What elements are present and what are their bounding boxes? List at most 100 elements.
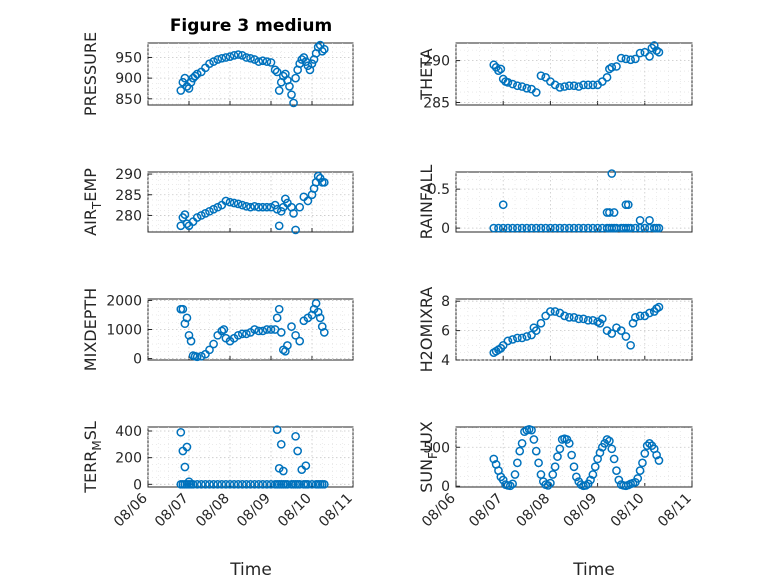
data-point: [517, 82, 527, 91]
data-point: [638, 458, 647, 468]
data-point: [517, 223, 527, 233]
data-point: [616, 326, 626, 335]
data-point: [527, 425, 536, 435]
data-point: [209, 204, 218, 214]
data-point: [631, 54, 640, 64]
data-point: [546, 223, 555, 233]
x-tick-label: 08/06: [111, 490, 151, 530]
data-point: [564, 223, 574, 233]
data-point: [536, 71, 546, 81]
data-point: [583, 223, 593, 233]
data-point: [503, 78, 513, 87]
y-tick-label: 290: [115, 167, 142, 183]
data-point: [564, 313, 574, 322]
data-point: [295, 336, 305, 346]
data-point: [262, 325, 272, 334]
data-point: [229, 51, 239, 60]
x-tick-label: 08/07: [466, 491, 506, 531]
data-point: [176, 427, 186, 437]
data-point: [652, 450, 661, 460]
data-point: [213, 55, 223, 64]
data-point: [560, 311, 569, 321]
data-point: [546, 478, 555, 488]
data-point: [287, 90, 296, 100]
data-point: [541, 223, 551, 233]
data-point: [564, 439, 574, 448]
y-tick-label: 900: [115, 71, 142, 87]
data-point: [621, 54, 631, 64]
data-point: [510, 470, 520, 479]
data-point: [586, 475, 595, 485]
data-point: [293, 446, 302, 456]
data-point: [498, 223, 508, 233]
data-point: [654, 302, 664, 312]
data-point: [209, 57, 218, 66]
y-tick-label: 850: [115, 92, 142, 108]
data-point: [291, 225, 300, 235]
y-tick-label: 285: [115, 188, 142, 204]
data-point: [237, 200, 247, 210]
x-tick-label: 08/08: [193, 491, 233, 531]
y-tick-label: 4: [441, 353, 450, 369]
data-point: [522, 332, 532, 341]
data-point: [258, 202, 268, 212]
data-point: [489, 454, 499, 464]
data-point: [266, 58, 276, 67]
y-axis-label: PRESSURE: [81, 32, 100, 116]
data-point: [623, 200, 633, 210]
x-tick-label: 08/08: [513, 491, 553, 531]
data-point: [513, 223, 522, 233]
data-point: [266, 325, 276, 334]
data-point: [522, 83, 532, 93]
data-point: [649, 41, 659, 50]
data-point: [550, 80, 560, 90]
y-axis-label: SUNFLUX: [417, 421, 440, 493]
data-point: [616, 53, 626, 63]
data-point: [583, 80, 593, 90]
data-point: [315, 313, 325, 323]
data-point: [289, 98, 298, 108]
data-point: [283, 479, 292, 489]
data-point: [635, 311, 645, 321]
data-point: [209, 339, 218, 349]
data-point: [498, 475, 508, 485]
data-point: [246, 202, 255, 212]
x-tick-label: 08/09: [234, 491, 274, 531]
y-tick-label: 0: [441, 221, 450, 237]
data-point: [221, 196, 231, 206]
data-point: [536, 223, 546, 233]
subplot-1: 850 900 950 PRESSURE: [81, 32, 354, 116]
data-point: [654, 456, 664, 465]
data-point: [262, 479, 272, 489]
data-point: [572, 472, 581, 482]
data-point: [609, 454, 619, 464]
data-point: [311, 299, 321, 308]
data-point: [513, 333, 522, 343]
data-point: [237, 51, 247, 60]
data-point: [225, 52, 235, 61]
data-point: [258, 56, 268, 66]
data-point: [567, 450, 576, 460]
data-point: [614, 475, 624, 485]
data-point: [317, 46, 327, 56]
data-point: [588, 470, 598, 479]
data-point: [588, 80, 598, 90]
data-point: [221, 53, 231, 62]
data-point: [605, 208, 614, 217]
data-point: [297, 55, 307, 64]
data-point: [527, 330, 536, 340]
data-point: [258, 479, 268, 489]
data-point: [531, 88, 541, 97]
data-point: [574, 82, 584, 91]
y-tick-label: 8: [441, 294, 450, 310]
data-point: [229, 198, 239, 208]
data-point: [246, 479, 255, 489]
data-point: [546, 307, 555, 316]
data-point: [527, 223, 536, 233]
data-point: [319, 479, 329, 489]
data-point: [178, 304, 188, 314]
data-point: [531, 223, 541, 233]
y-tick-label: 6: [441, 324, 450, 340]
